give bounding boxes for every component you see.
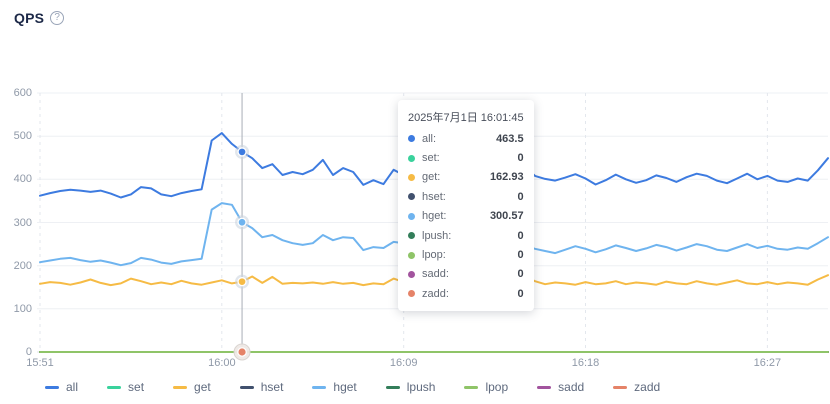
all-hover-dot-icon bbox=[237, 147, 247, 157]
legend-label: lpop bbox=[485, 380, 509, 394]
zadd-hover-dot-icon bbox=[237, 347, 247, 357]
legend-label: get bbox=[194, 380, 211, 394]
legend-dash-icon bbox=[239, 385, 254, 389]
legend-item-set[interactable]: set bbox=[107, 380, 144, 394]
legend-label: lpush bbox=[406, 380, 436, 394]
legend-item-hget[interactable]: hget bbox=[312, 380, 357, 394]
legend-dash-icon bbox=[537, 385, 552, 389]
legend-label: hset bbox=[260, 380, 284, 394]
legend-item-hset[interactable]: hset bbox=[239, 380, 284, 394]
legend-item-lpop[interactable]: lpop bbox=[464, 380, 508, 394]
legend-item-get[interactable]: get bbox=[173, 380, 211, 394]
legend-dash-icon bbox=[45, 385, 59, 389]
help-icon[interactable]: ? bbox=[50, 11, 65, 25]
legend-item-zadd[interactable]: zadd bbox=[613, 380, 660, 394]
panel-title: QPS bbox=[14, 10, 45, 26]
legend-label: hget bbox=[333, 380, 357, 394]
get-hover-dot-icon bbox=[237, 277, 247, 287]
legend-label: sadd bbox=[558, 380, 585, 394]
legend-label: set bbox=[128, 380, 145, 394]
legend-dash-icon bbox=[613, 385, 628, 389]
legend-label: all bbox=[66, 380, 79, 394]
chart-legend: all set get hset hget lpush lpop sadd zadd bbox=[45, 377, 830, 397]
series-line-hget bbox=[39, 202, 829, 267]
legend-dash-icon bbox=[385, 385, 400, 389]
legend-dash-icon bbox=[173, 385, 188, 389]
legend-item-sadd[interactable]: sadd bbox=[537, 380, 584, 394]
hget-hover-dot-icon bbox=[237, 217, 247, 227]
series-line-get bbox=[39, 274, 829, 287]
legend-dash-icon bbox=[312, 385, 327, 389]
legend-label: zadd bbox=[634, 380, 661, 394]
legend-dash-icon bbox=[107, 385, 122, 389]
legend-dash-icon bbox=[464, 385, 479, 389]
series-line-all bbox=[39, 132, 829, 199]
legend-item-lpush[interactable]: lpush bbox=[385, 380, 436, 394]
panel-header: QPS ? bbox=[14, 10, 65, 26]
legend-item-all[interactable]: all bbox=[45, 380, 78, 394]
